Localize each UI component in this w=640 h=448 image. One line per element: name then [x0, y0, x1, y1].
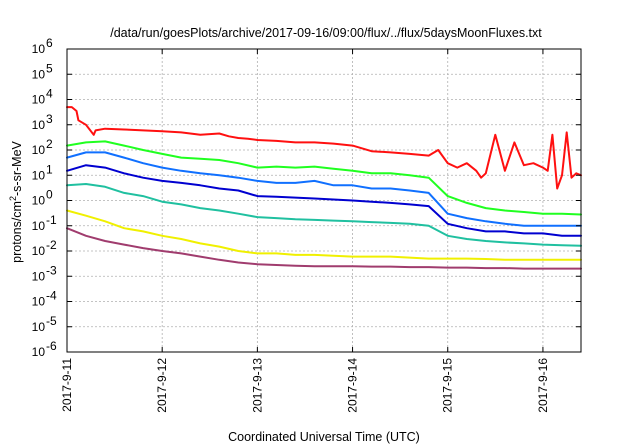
y-tick-label: 10: [32, 244, 46, 258]
y-tick-exponent: 0: [46, 188, 53, 202]
y-tick-label: 10: [32, 219, 46, 233]
series-line-5: [66, 183, 582, 247]
series-line-3: [66, 151, 582, 227]
y-tick-label: 10: [32, 194, 46, 208]
x-tick-label: 2017-9-11: [60, 358, 74, 412]
grid-layer: [67, 49, 581, 352]
y-tick-label: 10: [32, 42, 46, 56]
series-line-7: [66, 227, 582, 270]
y-tick-label: 10: [32, 143, 46, 157]
series-layer: [66, 106, 582, 270]
y-tick-label: 10: [32, 118, 46, 132]
y-tick-exponent: 2: [46, 137, 53, 151]
y-tick-exponent: 4: [46, 87, 53, 101]
y-tick-exponent: 1: [46, 162, 53, 176]
y-tick-exponent: 3: [46, 112, 53, 126]
y-tick-label: 10: [32, 345, 46, 359]
x-tick-label: 2017-9-16: [536, 358, 550, 413]
series-line-6: [66, 209, 582, 261]
y-tick-label: 10: [32, 320, 46, 334]
y-tick-exponent: 6: [46, 36, 53, 50]
y-axis-label: protons/cm2-s-sr-MeV: [8, 140, 24, 262]
x-axis-ticks: 2017-9-11 2017-9-12 2017-9-13 2017-9-14 2017…: [60, 49, 550, 413]
y-axis-ticks: 10 -610 -510 -410 -310 -210 -110 010 110 210 310 41…: [32, 36, 581, 359]
chart-title: /data/run/goesPlots/archive/2017-09-16/0…: [110, 26, 542, 40]
y-tick-exponent: -5: [46, 314, 57, 328]
y-tick-label: 10: [32, 67, 46, 81]
y-tick-exponent: -1: [46, 213, 57, 227]
y-tick-exponent: -3: [46, 263, 57, 277]
y-tick-exponent: 5: [46, 61, 53, 75]
y-tick-exponent: -2: [46, 238, 57, 252]
y-tick-exponent: -6: [46, 339, 57, 353]
x-tick-label: 2017-9-13: [250, 358, 264, 413]
x-tick-label: 2017-9-12: [155, 358, 169, 413]
y-tick-exponent: -4: [46, 289, 57, 303]
series-line-1: [66, 106, 582, 190]
x-tick-label: 2017-9-15: [441, 358, 455, 413]
y-tick-label: 10: [32, 168, 46, 182]
x-axis-label: Coordinated Universal Time (UTC): [228, 430, 420, 444]
series-line-2: [66, 140, 582, 216]
y-tick-label: 10: [32, 295, 46, 309]
series-line-4: [66, 164, 582, 237]
y-tick-label: 10: [32, 93, 46, 107]
x-tick-label: 2017-9-14: [346, 358, 360, 413]
y-tick-label: 10: [32, 269, 46, 283]
